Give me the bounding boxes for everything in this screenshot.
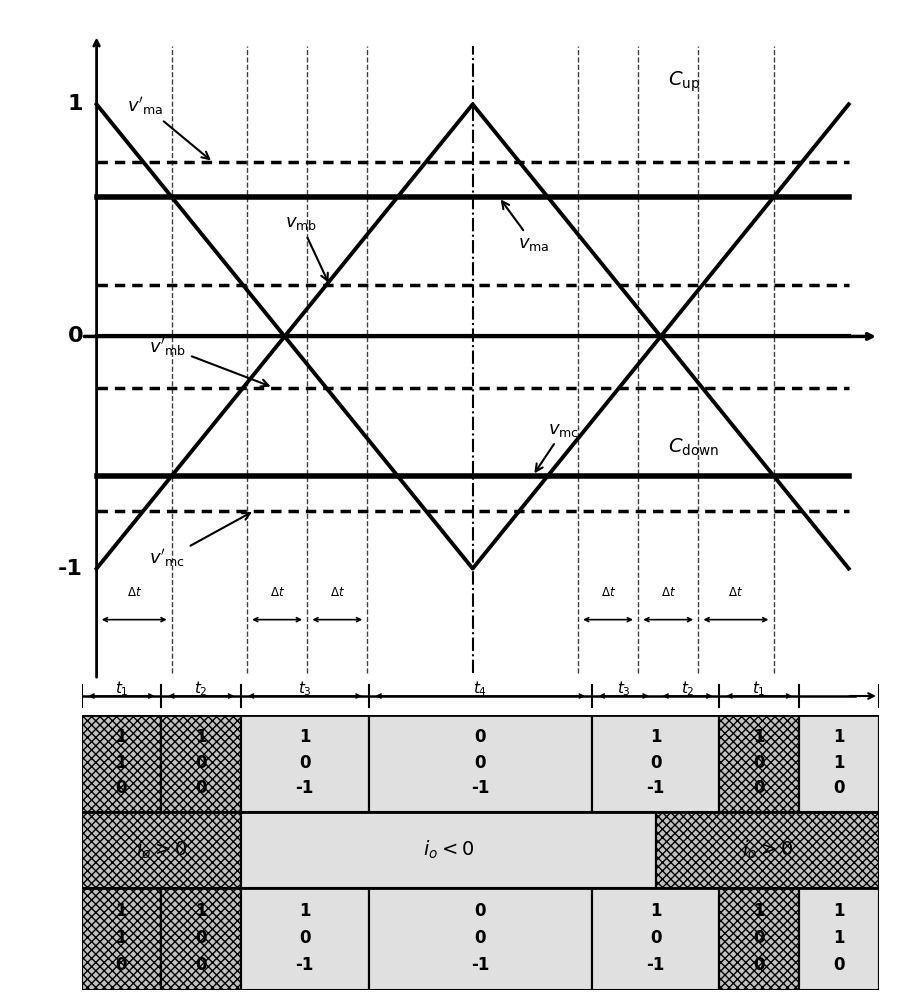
Text: $v_{\mathrm{mb}}$: $v_{\mathrm{mb}}$	[284, 214, 328, 281]
Text: 0: 0	[475, 754, 486, 772]
Text: 1: 1	[116, 929, 127, 947]
Bar	[369, 715, 592, 812]
Bar	[592, 888, 719, 990]
Bar	[656, 812, 879, 888]
Text: 1: 1	[650, 902, 661, 920]
Text: 0: 0	[475, 902, 486, 920]
Bar	[161, 888, 241, 990]
Bar	[82, 715, 161, 812]
Bar	[369, 888, 592, 990]
Text: $t_2$: $t_2$	[194, 679, 208, 698]
Text: $v_{\mathrm{ma}}$: $v_{\mathrm{ma}}$	[502, 201, 549, 253]
Bar	[592, 715, 719, 812]
Text: 1: 1	[68, 94, 83, 114]
Text: -1: -1	[471, 956, 489, 974]
Text: $t_3$: $t_3$	[298, 679, 312, 698]
Text: 0: 0	[650, 929, 661, 947]
Text: 1: 1	[196, 902, 207, 920]
Bar	[82, 812, 241, 888]
Text: $\Delta t$: $\Delta t$	[330, 586, 345, 599]
Text: 1: 1	[834, 754, 844, 772]
Text: 1: 1	[754, 728, 765, 746]
Text: 0: 0	[299, 754, 311, 772]
Text: 1: 1	[834, 728, 844, 746]
Bar	[799, 715, 879, 812]
Text: $\Delta t$: $\Delta t$	[660, 586, 676, 599]
Bar	[82, 888, 161, 990]
Bar	[799, 888, 879, 990]
Text: 0: 0	[475, 728, 486, 746]
Text: $\Delta t$: $\Delta t$	[270, 586, 284, 599]
Bar	[241, 812, 656, 888]
Text: -1: -1	[646, 956, 665, 974]
Text: -1: -1	[58, 559, 83, 579]
Text: 0: 0	[475, 929, 486, 947]
Text: -1: -1	[646, 779, 665, 797]
Text: 1: 1	[116, 754, 127, 772]
Text: 0: 0	[116, 779, 127, 797]
Text: $t_1$: $t_1$	[752, 679, 766, 698]
Text: $v'_{\mathrm{mb}}$: $v'_{\mathrm{mb}}$	[149, 336, 268, 386]
Text: 0: 0	[650, 754, 661, 772]
Text: -1: -1	[295, 779, 314, 797]
Text: 1: 1	[650, 728, 661, 746]
Text: 0: 0	[196, 929, 207, 947]
Bar	[719, 888, 799, 990]
Text: 1: 1	[754, 902, 765, 920]
Bar	[719, 888, 799, 990]
Text: 0: 0	[754, 956, 765, 974]
Text: $v'_{\mathrm{ma}}$: $v'_{\mathrm{ma}}$	[127, 95, 209, 159]
Text: 1: 1	[834, 902, 844, 920]
Bar	[82, 812, 241, 888]
Text: $\Delta t$: $\Delta t$	[728, 586, 744, 599]
Text: $i_o>0$: $i_o>0$	[742, 839, 793, 861]
Text: 0: 0	[754, 929, 765, 947]
Text: $t_4$: $t_4$	[473, 679, 487, 698]
Text: $v_{\mathrm{mc}}$: $v_{\mathrm{mc}}$	[535, 421, 579, 471]
Text: $C_{\mathrm{down}}$: $C_{\mathrm{down}}$	[669, 436, 719, 458]
Text: 0: 0	[754, 779, 765, 797]
Bar	[161, 888, 241, 990]
Bar	[719, 715, 799, 812]
Text: 0: 0	[834, 779, 844, 797]
Bar	[241, 888, 369, 990]
Text: 1: 1	[196, 728, 207, 746]
Bar	[161, 715, 241, 812]
Text: 1: 1	[299, 728, 311, 746]
Text: $t_2$: $t_2$	[680, 679, 694, 698]
Text: 1: 1	[299, 902, 311, 920]
Text: -1: -1	[295, 956, 314, 974]
Text: 0: 0	[67, 326, 83, 346]
Text: 1: 1	[116, 728, 127, 746]
Text: $i_o>0$: $i_o>0$	[136, 839, 187, 861]
Text: $i_o<0$: $i_o<0$	[423, 839, 474, 861]
Bar	[656, 812, 879, 888]
Text: 1: 1	[116, 902, 127, 920]
Text: $t_3$: $t_3$	[617, 679, 631, 698]
Text: 0: 0	[196, 956, 207, 974]
Text: 0: 0	[196, 754, 207, 772]
Text: $\Delta t$: $\Delta t$	[127, 586, 141, 599]
Bar	[719, 715, 799, 812]
Text: 0: 0	[834, 956, 844, 974]
Text: $C_{\mathrm{up}}$: $C_{\mathrm{up}}$	[669, 70, 700, 94]
Bar	[82, 715, 161, 812]
Bar	[82, 888, 161, 990]
Text: 0: 0	[116, 956, 127, 974]
Text: 0: 0	[196, 779, 207, 797]
Text: $\Delta t$: $\Delta t$	[601, 586, 615, 599]
Text: -1: -1	[471, 779, 489, 797]
Text: 1: 1	[834, 929, 844, 947]
Text: $v'_{\mathrm{mc}}$: $v'_{\mathrm{mc}}$	[149, 513, 250, 569]
Text: $t_1$: $t_1$	[114, 679, 129, 698]
Bar	[161, 715, 241, 812]
Text: 0: 0	[754, 754, 765, 772]
Bar	[241, 715, 369, 812]
Text: 0: 0	[299, 929, 311, 947]
